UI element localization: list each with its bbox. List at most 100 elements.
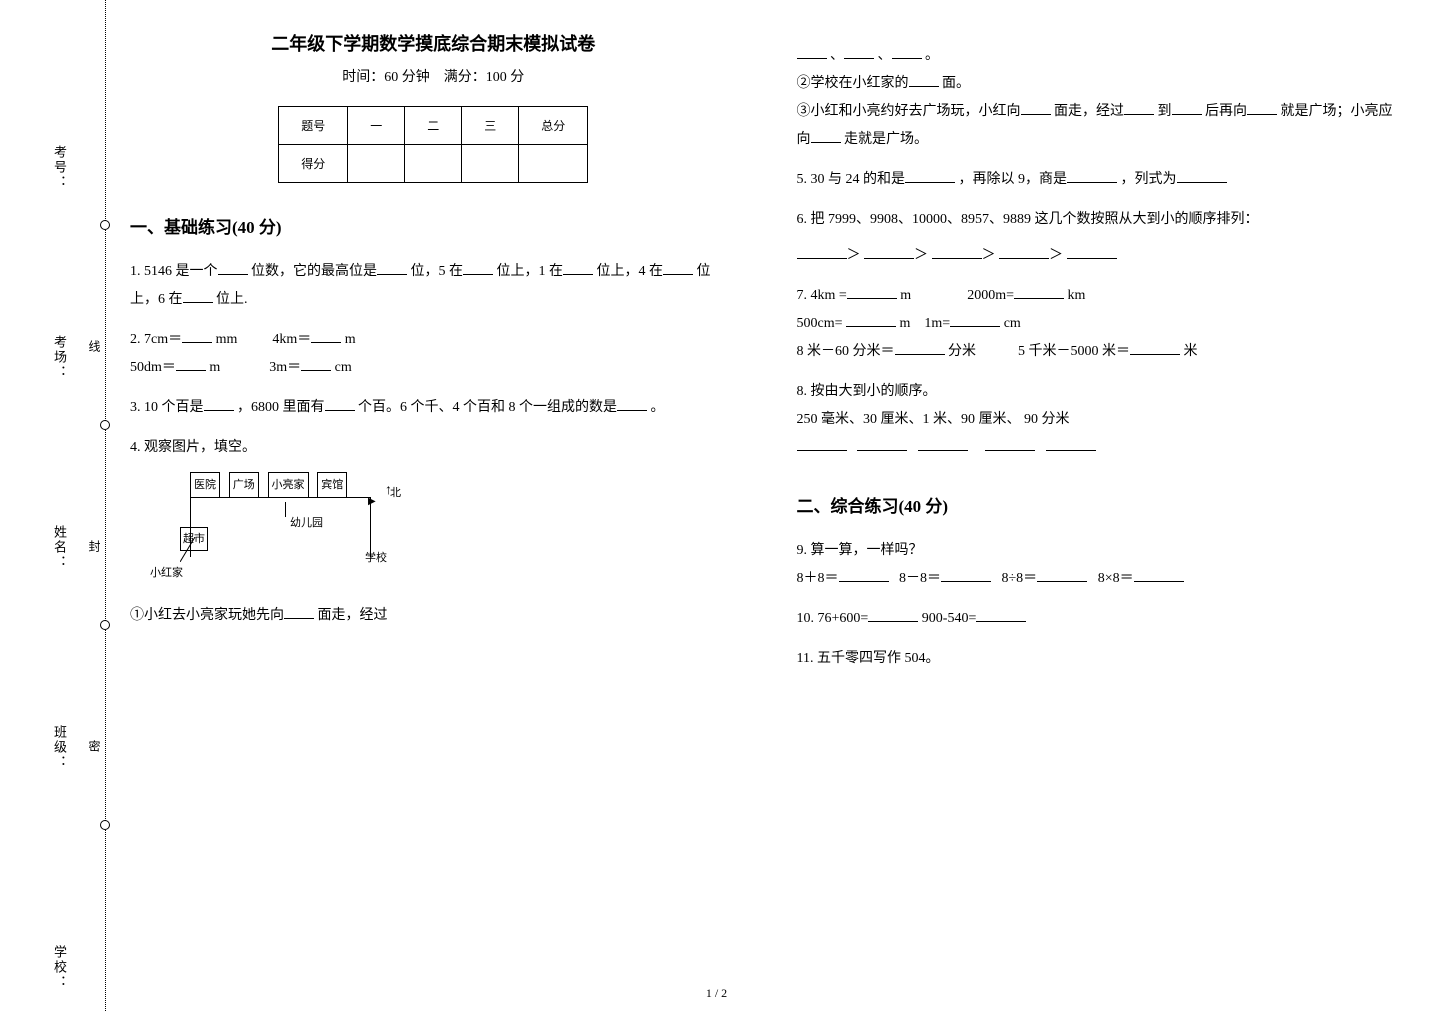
blank	[797, 245, 847, 259]
blank	[663, 261, 693, 275]
blank	[1021, 101, 1051, 115]
diagram-top-labels: 医院 广场 小亮家 宾馆	[190, 472, 353, 498]
question-1: 1. 5146 是一个 位数，它的最高位是 位，5 在 位上，1 在 位上，4 …	[130, 258, 737, 314]
diagram-hong: 小红家	[150, 562, 183, 584]
binding-label-room: 考场：	[50, 335, 69, 380]
binding-seal-text: 密	[86, 740, 103, 760]
q4-text: ②学校在小红家的	[797, 76, 909, 91]
binding-circle	[100, 620, 110, 630]
question-4: 4. 观察图片，填空。 医院 广场 小亮家 宾馆 ▶ ↑ 北 幼儿园 超市 学校	[130, 434, 737, 630]
blank	[182, 329, 212, 343]
blank	[950, 313, 1000, 327]
section-title-2: 二、综合练习(40 分)	[797, 492, 1404, 517]
binding-margin: 学校： 班级： 姓名： 考场： 考号： 密 封 线	[30, 0, 110, 1011]
blank	[204, 397, 234, 411]
score-label: 得分	[279, 145, 348, 183]
blank	[311, 329, 341, 343]
blank	[857, 437, 907, 451]
question-2: 2. 7cm＝ mm 4km＝ m 50dm＝ m 3m＝ cm	[130, 326, 737, 382]
score-header: 一	[348, 107, 405, 145]
blank	[892, 45, 922, 59]
q6-blanks: ＞ ＞ ＞ ＞	[797, 242, 1404, 270]
blank	[941, 568, 991, 582]
q2-text: 2. 7cm＝	[130, 332, 182, 347]
q9-expr: 8×8＝	[1098, 571, 1134, 586]
q1-text: 1. 5146 是一个	[130, 264, 218, 279]
q7-text: km	[1067, 288, 1085, 303]
binding-seal-text: 线	[86, 340, 103, 360]
diagram-diag-line	[180, 537, 210, 562]
table-row: 得分	[279, 145, 588, 183]
q1-text: 位数，它的最高位是	[251, 264, 377, 279]
binding-circle	[100, 420, 110, 430]
q4-title: 4. 观察图片，填空。	[130, 434, 737, 462]
blank	[1134, 568, 1184, 582]
question-9: 9. 算一算，一样吗？ 8＋8＝ 8－8＝ 8÷8＝ 8×8＝	[797, 537, 1404, 593]
map-diagram: 医院 广场 小亮家 宾馆 ▶ ↑ 北 幼儿园 超市 学校 小红家	[150, 472, 430, 592]
blank	[563, 261, 593, 275]
diagram-square: 广场	[229, 472, 259, 498]
blank	[176, 357, 206, 371]
q9-expr: 8÷8＝	[1002, 571, 1038, 586]
page-number: 1 / 2	[706, 986, 727, 1001]
blank	[864, 245, 914, 259]
q3-text: 3. 10 个百是	[130, 400, 204, 415]
q4-text: 面。	[942, 76, 970, 91]
q2-text: mm	[216, 332, 238, 347]
blank	[839, 568, 889, 582]
q4-text: 。	[925, 48, 939, 63]
binding-seal-text: 封	[86, 540, 103, 560]
binding-label-name: 姓名：	[50, 525, 69, 570]
q8-text: 8. 按由大到小的顺序。	[797, 378, 1404, 406]
q4-text: ①小红去小亮家玩她先向	[130, 608, 284, 623]
page-title: 二年级下学期数学摸底综合期末模拟试卷	[130, 30, 737, 56]
score-cell	[462, 145, 519, 183]
question-11: 11. 五千零四写作 504。	[797, 645, 1404, 673]
blank	[183, 289, 213, 303]
blank	[617, 397, 647, 411]
question-4-cont: 、 、 。 ②学校在小红家的 面。 ③小红和小亮约好去广场玩，小红向 面走，经过…	[797, 42, 1404, 154]
gt-symbol: ＞	[847, 248, 861, 263]
left-column: 二年级下学期数学摸底综合期末模拟试卷 时间：60 分钟 满分：100 分 题号 …	[130, 30, 737, 685]
blank	[1067, 169, 1117, 183]
q7-text: 米	[1184, 344, 1198, 359]
q4-text: 、	[878, 48, 892, 63]
blank	[284, 605, 314, 619]
gt-symbol: ＞	[982, 248, 996, 263]
q1-text: 位，5 在	[411, 264, 464, 279]
blank	[797, 437, 847, 451]
q2-text: 50dm＝	[130, 360, 176, 375]
q4-sub1: ①小红去小亮家玩她先向 面走，经过	[130, 602, 737, 630]
blank	[811, 129, 841, 143]
score-cell	[348, 145, 405, 183]
question-5: 5. 30 与 24 的和是 ，再除以 9，商是 ，列式为	[797, 166, 1404, 194]
q3-text: ，6800 里面有	[237, 400, 325, 415]
binding-dotted-line	[105, 0, 106, 1011]
q7-text: 7. 4km =	[797, 288, 847, 303]
q9-expr: 8－8＝	[899, 571, 941, 586]
diagram-hotel: 宾馆	[317, 472, 347, 498]
q1-text: 位上，1 在	[497, 264, 564, 279]
right-column: 、 、 。 ②学校在小红家的 面。 ③小红和小亮约好去广场玩，小红向 面走，经过…	[797, 30, 1404, 685]
q5-text: ，再除以 9，商是	[959, 172, 1068, 187]
blank	[976, 608, 1026, 622]
q7-text: 分米	[948, 344, 976, 359]
blank	[918, 437, 968, 451]
q8-text: 250 毫米、30 厘米、1 米、90 厘米、 90 分米	[797, 406, 1404, 434]
q2-text: m	[345, 332, 356, 347]
blank	[325, 397, 355, 411]
blank	[1247, 101, 1277, 115]
blank	[932, 245, 982, 259]
q2-text: 3m＝	[269, 360, 301, 375]
table-row: 题号 一 二 三 总分	[279, 107, 588, 145]
q5-text: 5. 30 与 24 的和是	[797, 172, 906, 187]
diagram-hospital: 医院	[190, 472, 220, 498]
q3-text: 个百。6 个千、4 个百和 8 个一组成的数是	[358, 400, 617, 415]
blank	[1067, 245, 1117, 259]
section-title-1: 一、基础练习(40 分)	[130, 213, 737, 238]
q2-text: m	[209, 360, 220, 375]
q3-text: 。	[651, 400, 665, 415]
q7-text: 8 米－60 分米＝	[797, 344, 895, 359]
blank	[797, 45, 827, 59]
blank	[985, 437, 1035, 451]
